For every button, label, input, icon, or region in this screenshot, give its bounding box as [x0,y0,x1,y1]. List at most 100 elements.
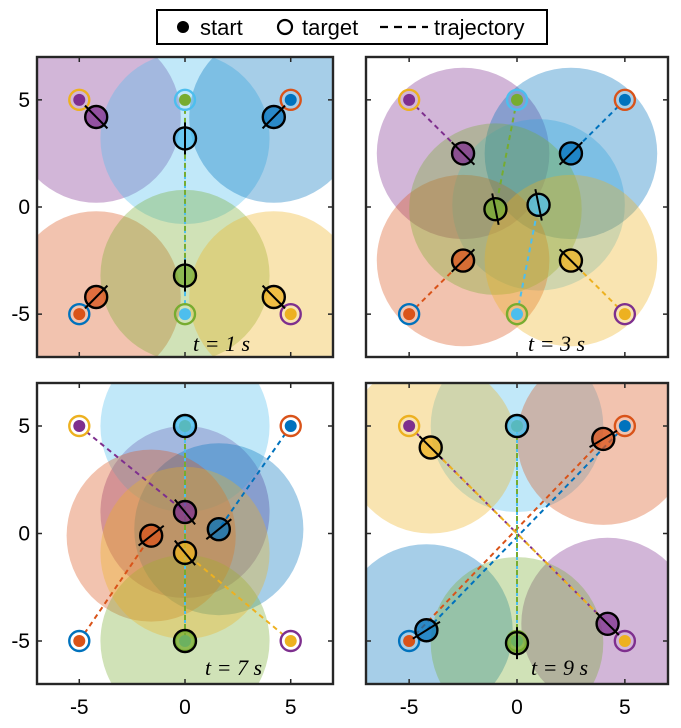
agent-outline-blue [558,141,584,166]
target-marker-yellow [397,414,421,438]
legend-trajectory-label: trajectory [434,15,524,40]
trajectory-green [494,99,518,210]
x-tick-label: 5 [619,696,631,719]
target-marker-green [173,302,197,326]
start-marker-blue [284,93,297,106]
plot-area [376,67,658,347]
target-marker-purple [279,302,302,326]
target-marker-blue [68,302,91,326]
agent-center-lightblue [506,415,528,437]
y-tick-label: 0 [18,523,30,546]
agent-outline-green [483,196,508,222]
time-label: t = 7 s [205,655,262,680]
target-marker-orange [279,414,302,438]
agent-outline-yellow [261,284,286,310]
start-marker-green [511,93,523,106]
trajectory-blue [425,425,626,631]
legend-target-label: target [302,15,358,40]
agent-outline-yellow [418,435,443,460]
y-tick-label: 5 [18,415,30,438]
y-tick-label: -5 [11,303,30,326]
plot-area [66,383,304,684]
time-label: t = 1 s [193,331,250,356]
target-marker-blue [397,302,421,326]
target-marker-purple [613,302,637,326]
trajectory-orange [408,438,605,642]
y-tick-label: -5 [11,630,30,653]
x-tick-label: -5 [400,696,419,719]
agent-outline-purple [450,141,476,166]
start-marker-orange [403,308,416,321]
agent-outline-orange [138,523,164,548]
time-label: t = 3 s [528,331,585,356]
x-tick-label: 5 [285,696,297,719]
agent-outline-purple [172,499,198,525]
start-marker-yellow [284,635,297,647]
agent-outline-lightblue [504,413,530,439]
agent-outline-orange [83,284,109,310]
target-marker-yellow [68,88,91,112]
agent-outline-yellow [558,248,584,273]
agent-outline-green [504,630,530,656]
trajectory-purple [408,425,609,625]
agent-center-lightblue [174,415,196,437]
agent-outline-purple [595,611,620,636]
agent-outline-blue [206,517,232,542]
agent-outline-blue [261,104,286,130]
agent-outline-lightblue [172,126,198,151]
start-marker-purple [73,93,86,106]
target-marker-lightblue [173,88,197,112]
agent-outline-green [172,628,198,654]
target-marker-purple [613,629,637,653]
start-marker-yellow [618,635,631,647]
agent-center-green [174,630,196,652]
time-label: t = 9 s [531,655,588,680]
legend-start-label: start [200,15,243,40]
start-marker-green [179,93,191,106]
start-marker-purple [403,93,416,106]
target-marker-lightblue [505,88,529,112]
agent-outline-orange [450,248,476,273]
legend-target-marker [276,18,294,36]
trajectory-orange [78,535,152,642]
agent-outline-yellow [172,540,198,566]
target-marker-blue [397,629,421,653]
target-marker-orange [613,88,637,112]
start-marker-blue [618,93,631,106]
trajectory-purple [78,425,186,513]
legend-start-marker [177,21,189,33]
x-tick-label: -5 [70,696,89,719]
x-tick-label: 0 [511,696,523,719]
start-marker-orange [73,635,86,647]
start-marker-orange [403,635,416,647]
start-marker-lightblue [511,308,523,321]
trajectory-lightblue [516,204,540,315]
trajectory-yellow [430,446,626,642]
target-marker-purple [279,629,302,653]
agent-outline-blue [414,618,439,643]
start-marker-orange [73,308,86,321]
plot-area [37,57,333,357]
target-marker-blue [68,629,91,653]
agent-outline-green [172,263,198,288]
panel-bottom-right: -5 0 5 t = 9 s [364,381,670,719]
x-tick-label: 0 [179,696,191,719]
start-marker-yellow [618,308,631,321]
target-marker-yellow [68,414,91,438]
legend: start target trajectory [156,9,548,45]
panel-top-left: -5 0 5 t = 1 s [11,55,335,359]
start-marker-purple [73,420,86,432]
start-marker-purple [403,420,416,432]
panel-top-right: t = 3 s [364,55,670,359]
start-marker-blue [284,420,297,432]
y-tick-label: 0 [18,196,30,219]
agent-outline-lightblue [526,192,551,218]
agent-outline-orange [591,426,616,452]
target-marker-orange [279,88,302,112]
plot-area [366,383,668,684]
panel-bottom-left: -5 0 5 -5 0 5 t = 7 s [11,381,335,719]
trajectory-blue [218,425,292,530]
agent-outline-lightblue [172,413,198,439]
y-tick-label: 5 [18,89,30,112]
